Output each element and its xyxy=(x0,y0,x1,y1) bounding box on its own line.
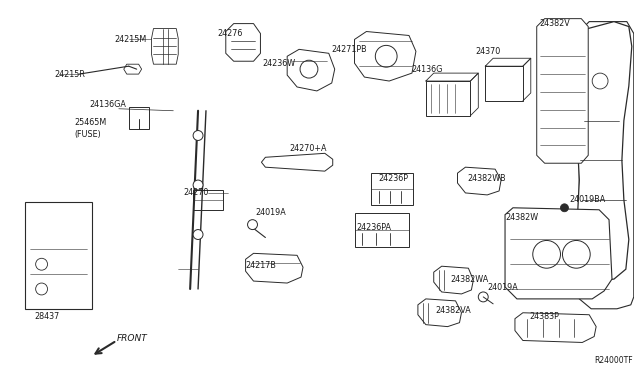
Text: 24370: 24370 xyxy=(476,47,500,56)
Text: 24236P: 24236P xyxy=(378,174,408,183)
Circle shape xyxy=(300,60,318,78)
Circle shape xyxy=(193,180,203,190)
Text: 24019BA: 24019BA xyxy=(570,195,605,204)
Circle shape xyxy=(561,204,568,212)
Text: 24215R: 24215R xyxy=(54,70,85,78)
Circle shape xyxy=(193,230,203,240)
Text: 24276: 24276 xyxy=(218,29,243,38)
Text: (FUSE): (FUSE) xyxy=(74,130,101,139)
Text: 24136GA: 24136GA xyxy=(89,100,126,109)
Polygon shape xyxy=(579,22,634,309)
Bar xyxy=(485,66,523,101)
Text: 24215M: 24215M xyxy=(114,35,146,44)
Polygon shape xyxy=(418,299,461,327)
Polygon shape xyxy=(261,153,333,171)
Text: 24019A: 24019A xyxy=(487,282,518,292)
Polygon shape xyxy=(505,208,612,299)
Circle shape xyxy=(563,240,590,268)
Circle shape xyxy=(36,283,47,295)
Text: 24382WB: 24382WB xyxy=(467,174,506,183)
Text: 24382V: 24382V xyxy=(540,19,570,28)
Polygon shape xyxy=(226,23,260,61)
Polygon shape xyxy=(537,19,588,163)
Text: 24270: 24270 xyxy=(183,189,209,198)
Text: R24000TF: R24000TF xyxy=(594,356,633,365)
Circle shape xyxy=(36,258,47,270)
Polygon shape xyxy=(458,167,501,195)
Circle shape xyxy=(375,45,397,67)
Text: 24382WA: 24382WA xyxy=(451,275,489,283)
Text: 24236PA: 24236PA xyxy=(356,223,392,232)
Bar xyxy=(371,173,413,205)
Text: 24383P: 24383P xyxy=(530,312,559,321)
Polygon shape xyxy=(152,29,179,64)
Text: FRONT: FRONT xyxy=(117,334,148,343)
Polygon shape xyxy=(246,253,303,283)
Polygon shape xyxy=(515,313,596,343)
Polygon shape xyxy=(355,32,416,81)
Bar xyxy=(355,213,409,247)
Circle shape xyxy=(193,131,203,141)
Text: 24382W: 24382W xyxy=(505,213,538,222)
Circle shape xyxy=(532,240,561,268)
Text: 24270+A: 24270+A xyxy=(289,144,326,153)
Text: 24271PB: 24271PB xyxy=(332,45,367,54)
Bar xyxy=(25,202,92,309)
Text: 25465M: 25465M xyxy=(74,118,106,127)
Polygon shape xyxy=(577,22,632,281)
Bar xyxy=(129,107,148,129)
Text: 28437: 28437 xyxy=(35,312,60,321)
Text: 24382VA: 24382VA xyxy=(436,306,472,315)
Text: 24236W: 24236W xyxy=(262,59,296,68)
Circle shape xyxy=(592,73,608,89)
Bar xyxy=(426,81,470,116)
Circle shape xyxy=(478,292,488,302)
Text: 24217B: 24217B xyxy=(246,261,276,270)
Polygon shape xyxy=(434,266,474,294)
Polygon shape xyxy=(124,64,141,74)
Text: 24136G: 24136G xyxy=(411,65,442,74)
Circle shape xyxy=(248,220,257,230)
Polygon shape xyxy=(287,49,335,91)
Text: 24019A: 24019A xyxy=(255,208,286,217)
Bar xyxy=(193,190,223,210)
